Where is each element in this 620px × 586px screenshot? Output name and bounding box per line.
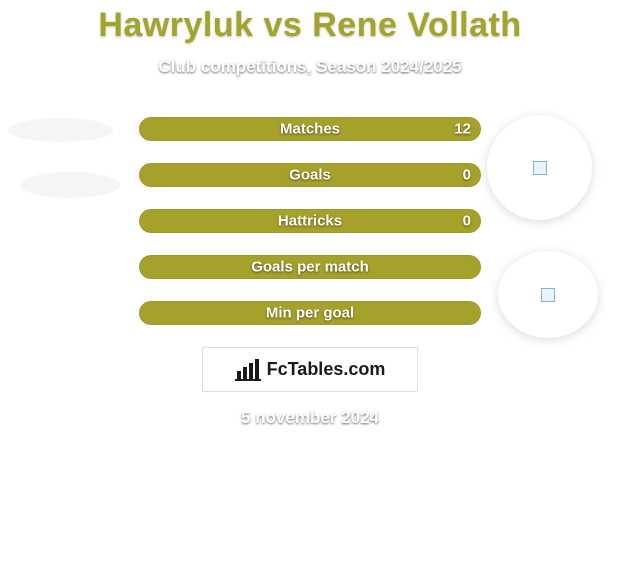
date-text: 5 november 2024: [0, 408, 620, 428]
player-right-avatar-2: [498, 251, 598, 338]
stat-bar-hattricks: Hattricks 0: [139, 209, 481, 233]
stat-value: 0: [463, 167, 471, 184]
stat-bar-goals-per-match: Goals per match: [139, 255, 481, 279]
stat-bar-min-per-goal: Min per goal: [139, 301, 481, 325]
stat-value: 12: [454, 121, 471, 138]
stat-label: Goals: [289, 167, 331, 184]
page-title: Hawryluk vs Rene Vollath: [0, 6, 620, 45]
subtitle: Club competitions, Season 2024/2025: [0, 57, 620, 77]
image-placeholder-icon: [541, 288, 555, 302]
stat-label: Matches: [280, 121, 340, 138]
comparison-area: Matches 12 Goals 0 Hattricks 0 Goals per…: [0, 117, 620, 428]
stat-bar-matches: Matches 12: [139, 117, 481, 141]
stat-label: Goals per match: [251, 259, 369, 276]
brand-text: FcTables.com: [267, 359, 386, 380]
brand-chart-icon: [235, 359, 261, 381]
player-left-avatar-2: [20, 172, 120, 198]
stat-label: Hattricks: [278, 213, 342, 230]
player-right-avatar-1: [487, 115, 592, 220]
stat-bar-goals: Goals 0: [139, 163, 481, 187]
player-left-avatar-1: [8, 118, 113, 142]
brand-badge: FcTables.com: [202, 347, 418, 392]
stat-label: Min per goal: [266, 305, 354, 322]
stat-value: 0: [463, 213, 471, 230]
image-placeholder-icon: [533, 161, 547, 175]
stat-bars: Matches 12 Goals 0 Hattricks 0 Goals per…: [139, 117, 481, 325]
